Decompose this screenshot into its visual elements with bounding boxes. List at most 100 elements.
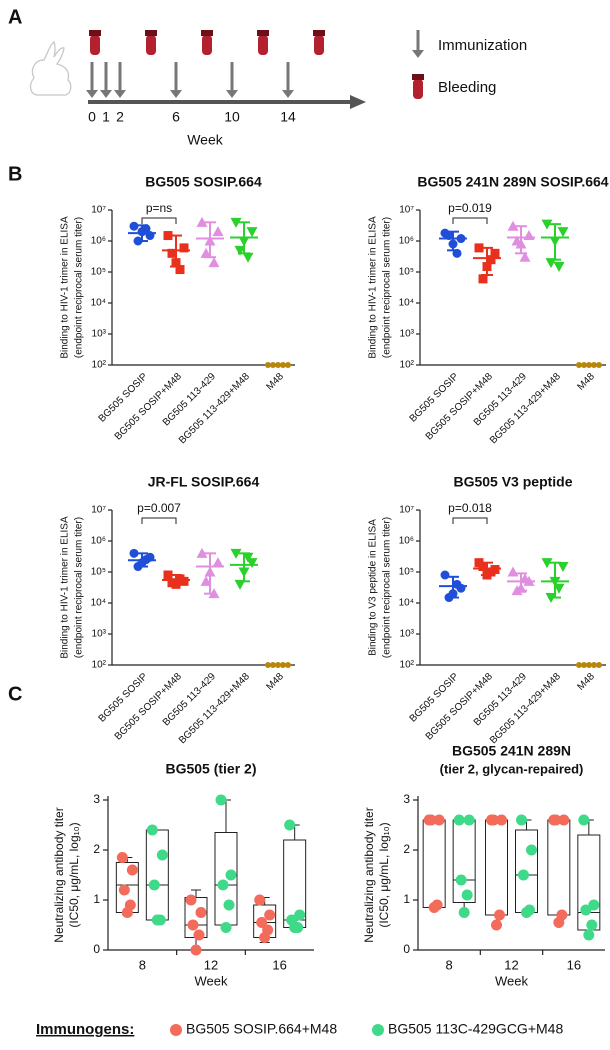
legend-text: Immunization (438, 37, 527, 54)
data-point (474, 243, 484, 253)
data-point (580, 904, 592, 916)
panel-label: A (8, 6, 22, 28)
immunization-arrow-head (86, 90, 98, 98)
y-axis-label: (endpoint reciprocal serum titer) (74, 517, 85, 658)
significance-bracket (141, 217, 177, 224)
data-point (167, 578, 177, 588)
data-point (215, 794, 227, 806)
y-tick-label: 10² (400, 660, 415, 671)
data-point (284, 819, 296, 831)
y-tick-label: 10⁶ (91, 236, 106, 247)
week-label: 0 (88, 109, 96, 125)
box (547, 819, 571, 916)
y-axis-label: (endpoint reciprocal serum titer) (382, 217, 393, 358)
y-tick-label: 0 (403, 942, 410, 956)
chart-title: BG505 (tier 2) (165, 761, 256, 777)
y-tick-label: 10² (400, 360, 415, 371)
legend-text: BG505 SOSIP.664+M48 (186, 1021, 337, 1037)
y-tick-label: 10² (92, 360, 107, 371)
data-point (428, 902, 440, 913)
data-point (440, 570, 450, 580)
data-point (212, 226, 224, 237)
panel-label: B (8, 163, 22, 185)
data-point (163, 570, 173, 580)
data-point (200, 247, 212, 258)
y-tick-label: 2 (93, 842, 100, 856)
data-point (553, 917, 565, 928)
y-tick-label: 10⁵ (399, 567, 414, 578)
data-point (129, 548, 139, 558)
y-tick-label: 10⁵ (399, 267, 414, 278)
y-axis-label: Binding to V3 peptide in ELISA (368, 519, 379, 656)
data-point (116, 852, 128, 863)
data-point (285, 362, 291, 368)
data-point (175, 574, 185, 584)
y-axis-label: (IC50, μg/mL, log₁₀) (377, 822, 391, 927)
data-point (223, 899, 235, 911)
box (145, 829, 169, 921)
data-point (259, 932, 271, 943)
significance-bracket (141, 517, 177, 524)
x-tick-label: 16 (567, 957, 581, 972)
data-point (280, 662, 286, 668)
x-tick-label: M48 (575, 671, 597, 693)
bleeding-tube (202, 35, 212, 55)
week-label: 1 (102, 109, 110, 125)
legend-text: BG505 113C-429GCG+M48 (388, 1021, 563, 1037)
data-point (294, 909, 306, 921)
data-point (126, 864, 138, 876)
chart-title: BG505 241N 289N SOSIP.664 (417, 174, 608, 190)
y-axis-label: Neutralizing antibody titer (362, 807, 376, 942)
y-tick-label: 3 (93, 792, 100, 806)
bleeding-tube (314, 35, 324, 55)
data-point (490, 248, 500, 258)
data-point (455, 874, 467, 886)
data-point (208, 257, 220, 268)
box (452, 819, 476, 903)
data-point (256, 917, 268, 928)
data-point (541, 558, 553, 569)
data-point (265, 662, 271, 668)
timeline-arrowhead (350, 95, 366, 109)
data-point (578, 814, 590, 826)
data-point (486, 255, 496, 265)
data-point (196, 216, 208, 227)
rabbit-icon (29, 40, 72, 96)
significance-label: p=0.019 (448, 201, 492, 215)
y-axis-label: (endpoint reciprocal serum titer) (382, 517, 393, 658)
data-point (220, 922, 232, 933)
significance-bracket (452, 517, 488, 524)
bleeding-tube-cap (89, 30, 101, 36)
chart-title: BG505 V3 peptide (453, 474, 572, 490)
y-tick-label: 0 (93, 942, 100, 956)
data-point (190, 944, 202, 956)
data-point (146, 824, 158, 836)
data-point (496, 814, 507, 826)
data-point (175, 265, 185, 275)
data-point (586, 362, 592, 368)
week-label: 14 (280, 109, 296, 125)
immunization-arrow-head (100, 90, 112, 98)
data-point (285, 662, 291, 668)
y-axis-label: Neutralizing antibody titer (52, 807, 66, 942)
data-point (458, 907, 470, 918)
data-point (212, 557, 224, 568)
y-tick-label: 10³ (92, 329, 107, 340)
data-point (187, 919, 199, 931)
y-tick-label: 10⁵ (91, 567, 106, 578)
legend-title: Immunogens: (36, 1021, 134, 1038)
data-point (558, 814, 570, 826)
y-tick-label: 10² (92, 660, 107, 671)
immunization-arrow-head (170, 90, 182, 98)
chart-subtitle: (tier 2, glycan-repaired) (440, 761, 584, 776)
box (422, 819, 446, 908)
data-point (453, 814, 465, 826)
data-point (478, 562, 488, 572)
data-point (591, 662, 597, 668)
data-point (275, 362, 281, 368)
x-tick-label: 8 (446, 957, 453, 972)
data-point (586, 919, 598, 931)
legend-tube-cap (412, 74, 424, 80)
data-point (141, 224, 151, 234)
data-point (521, 907, 532, 918)
